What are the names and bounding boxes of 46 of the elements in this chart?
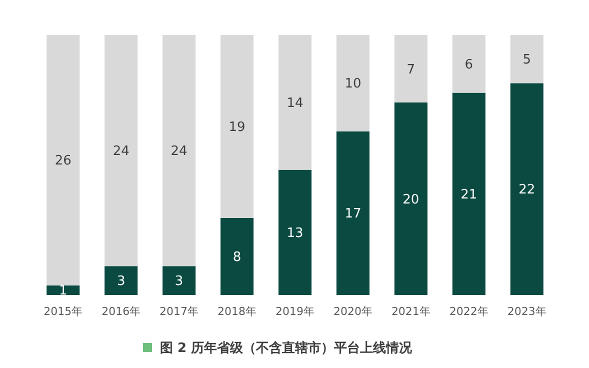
- text: 图 2 历年省级（不含直辖市）平台上线情况: [160, 340, 414, 356]
- data-label: 7: [406, 62, 416, 78]
- x-tick-label: 2020年: [333, 305, 372, 318]
- bar: [220, 35, 254, 218]
- bar: [510, 83, 544, 295]
- bar: [452, 35, 486, 93]
- x-tick-label: 2018年: [218, 305, 257, 318]
- data-label: 8: [232, 250, 242, 266]
- data-label: 24: [112, 144, 130, 160]
- data-label: 24: [170, 144, 188, 160]
- data-label: 6: [464, 57, 474, 72]
- data-label: 5: [522, 52, 532, 68]
- bar: [220, 218, 254, 295]
- data-label: 14: [286, 96, 304, 111]
- data-label: 20: [402, 192, 420, 208]
- bar: [104, 35, 138, 266]
- data-label: 22: [518, 182, 536, 198]
- data-label: 1: [58, 284, 68, 299]
- bar: [452, 92, 486, 295]
- bar: [278, 170, 312, 295]
- bar: [278, 35, 312, 170]
- bar: [336, 131, 370, 295]
- data-label: 3: [174, 274, 184, 290]
- bar: [394, 102, 428, 295]
- bar: [336, 35, 370, 132]
- bar: [394, 35, 428, 102]
- x-tick-label: 2021年: [391, 305, 430, 318]
- data-label: 21: [460, 187, 478, 202]
- bar: [162, 266, 196, 295]
- bar: [104, 266, 138, 295]
- x-tick-label: 2022年: [449, 305, 488, 318]
- bar: [46, 285, 80, 295]
- data-label: 26: [54, 154, 72, 169]
- x-tick-label: 2019年: [276, 305, 314, 318]
- x-tick-label: 2023年: [507, 305, 546, 318]
- x-tick-label: 2016年: [102, 305, 141, 318]
- bar: [46, 35, 80, 286]
- data-label: 10: [344, 76, 362, 92]
- bar: [162, 35, 196, 266]
- data-label: 17: [344, 206, 362, 222]
- x-tick-label: 2015年: [44, 305, 83, 318]
- data-label: 3: [116, 274, 126, 290]
- bar: [510, 35, 544, 84]
- data-label: 13: [286, 226, 304, 241]
- x-tick-label: 2017年: [160, 305, 199, 318]
- data-label: 19: [228, 120, 246, 136]
